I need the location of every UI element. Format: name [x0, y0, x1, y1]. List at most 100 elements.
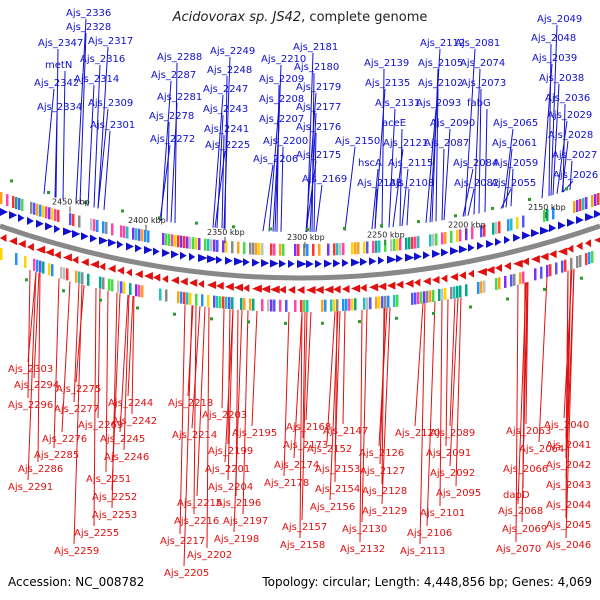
forward-connector — [309, 112, 317, 232]
reverse-gene-label: Ajs_2218 — [168, 398, 213, 409]
forward-gene-block — [459, 229, 462, 242]
forward-gene-label: Ajs_2241 — [204, 124, 249, 135]
feature-marker — [432, 311, 435, 315]
forward-gene-block — [135, 228, 138, 241]
reverse-gene-arrow — [117, 266, 125, 275]
forward-gene-block — [144, 229, 147, 242]
reverse-gene-block — [165, 289, 168, 302]
reverse-gene-block — [348, 298, 351, 311]
reverse-gene-arrow — [153, 273, 161, 282]
forward-gene-label: Ajs_2027 — [552, 150, 597, 161]
forward-gene-block — [231, 241, 234, 254]
reverse-connector — [27, 271, 37, 481]
reverse-connector — [361, 309, 368, 523]
forward-gene-block — [480, 225, 483, 238]
forward-gene-arrow — [522, 231, 531, 240]
forward-gene-block — [15, 197, 18, 210]
forward-gene-label: Ajs_2138 — [357, 178, 402, 189]
reverse-gene-label: Ajs_2202 — [187, 550, 232, 561]
reverse-gene-arrow — [531, 255, 540, 264]
reverse-connector — [515, 284, 519, 543]
forward-gene-block — [42, 205, 45, 218]
forward-gene-label: Ajs_2347 — [38, 38, 83, 49]
forward-gene-arrow — [216, 255, 223, 264]
forward-gene-label: Ajs_2316 — [80, 54, 125, 65]
forward-gene-label: hscA — [358, 158, 382, 169]
forward-gene-arrow — [171, 250, 179, 259]
connector-lines — [27, 18, 575, 567]
forward-gene-arrow — [405, 253, 415, 262]
forward-connector — [262, 164, 274, 232]
reverse-gene-arrow — [288, 285, 296, 294]
forward-gene-block — [6, 194, 9, 207]
forward-gene-block — [207, 239, 210, 252]
reverse-gene-block — [201, 294, 204, 307]
feature-marker — [121, 209, 124, 213]
forward-gene-block — [495, 222, 498, 235]
feature-marker — [25, 278, 28, 282]
genome-summary: Topology: circular; Length: 4,448,856 bp… — [262, 575, 592, 589]
reverse-connector — [445, 299, 449, 447]
reverse-connector — [299, 311, 303, 539]
forward-connector — [103, 130, 111, 210]
forward-gene-arrow — [450, 247, 460, 255]
forward-gene-label: Ajs_2180 — [294, 62, 339, 73]
reverse-gene-label: dapD — [503, 490, 530, 501]
forward-gene-arrow — [486, 240, 494, 249]
reverse-gene-arrow — [378, 282, 387, 291]
forward-gene-arrow — [567, 218, 575, 227]
reverse-connector — [224, 309, 234, 463]
kbp-tick-label: 2450 kbp — [52, 197, 90, 206]
reverse-gene-block — [273, 299, 276, 312]
feature-marker — [284, 321, 287, 325]
reverse-gene-label: Ajs_2043 — [546, 480, 591, 491]
reverse-gene-block — [522, 271, 525, 284]
reverse-gene-block — [375, 296, 378, 309]
reverse-gene-label: Ajs_2277 — [54, 404, 99, 415]
feature-marker — [62, 289, 65, 293]
forward-gene-arrow — [270, 259, 279, 268]
feature-marker — [232, 225, 235, 229]
forward-gene-arrow — [45, 222, 54, 231]
reverse-gene-block — [384, 295, 387, 308]
forward-gene-arrow — [288, 259, 295, 268]
reverse-gene-block — [576, 255, 579, 268]
forward-gene-label: Ajs_2150 — [335, 136, 380, 147]
reverse-connector — [301, 311, 308, 521]
reverse-gene-arrow — [450, 273, 459, 281]
forward-gene-block — [141, 229, 144, 242]
forward-gene-block — [189, 236, 192, 249]
forward-gene-arrow — [306, 259, 314, 268]
forward-gene-block — [516, 217, 519, 230]
forward-gene-block — [456, 229, 459, 242]
forward-gene-block — [282, 243, 285, 256]
forward-gene-label: Ajs_2084 — [453, 158, 498, 169]
reverse-connector — [73, 284, 83, 545]
forward-gene-label: fabG — [467, 98, 491, 109]
forward-gene-block — [279, 243, 282, 256]
feature-marker — [395, 316, 398, 320]
forward-gene-block — [342, 242, 345, 255]
feature-marker — [565, 187, 568, 191]
reverse-connector — [131, 296, 135, 415]
reverse-connector — [37, 272, 41, 463]
forward-connector — [561, 140, 569, 193]
forward-gene-arrow — [504, 235, 511, 244]
forward-gene-label: Ajs_2225 — [205, 140, 250, 151]
reverse-gene-block — [36, 259, 39, 272]
reverse-connector — [251, 310, 258, 427]
feature-marker — [528, 197, 531, 201]
reverse-gene-block — [135, 284, 138, 297]
reverse-connector — [119, 294, 129, 433]
reverse-gene-label: Ajs_2259 — [54, 546, 99, 557]
forward-gene-arrow — [540, 226, 550, 235]
forward-gene-block — [90, 218, 93, 231]
forward-connector — [399, 128, 403, 227]
reverse-gene-block — [510, 274, 513, 287]
forward-connector — [401, 168, 409, 227]
forward-gene-arrow — [558, 221, 566, 230]
reverse-gene-label: Ajs_2070 — [496, 544, 541, 555]
reverse-gene-block — [66, 268, 69, 281]
reverse-gene-block — [48, 263, 51, 276]
reverse-gene-block — [453, 286, 456, 299]
